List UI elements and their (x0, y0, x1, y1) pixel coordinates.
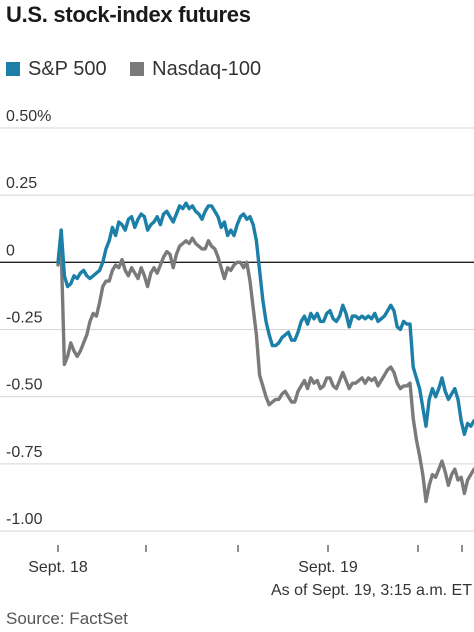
series-line-nasdaq100 (56, 236, 474, 504)
series-line-sp500 (56, 201, 474, 436)
x-tick-label: Sept. 19 (298, 559, 358, 576)
legend-item-sp500: S&P 500 (6, 58, 107, 81)
y-tick-label: 0.25 (6, 175, 37, 192)
source-note: Source: FactSet (6, 609, 128, 628)
x-tick-label: Sept. 18 (28, 559, 88, 576)
legend-item-nasdaq100: Nasdaq-100 (130, 58, 261, 81)
y-tick-label: -1.00 (6, 511, 43, 528)
y-tick-label: -0.50 (6, 377, 43, 394)
y-tick-label: -0.75 (6, 444, 43, 461)
y-tick-label: -0.25 (6, 310, 43, 327)
y-tick-label: 0.50% (6, 108, 51, 125)
legend-swatch-nasdaq100 (130, 62, 145, 77)
legend-label-nasdaq100: Nasdaq-100 (152, 58, 262, 81)
chart-title: U.S. stock-index futures (6, 2, 251, 27)
legend-label-sp500: S&P 500 (28, 58, 107, 81)
as-of-note: As of Sept. 19, 3:15 a.m. ET (271, 582, 472, 599)
y-tick-label: 0 (6, 242, 15, 259)
legend: S&P 500 Nasdaq-100 (6, 58, 279, 82)
legend-swatch-sp500 (6, 62, 20, 77)
